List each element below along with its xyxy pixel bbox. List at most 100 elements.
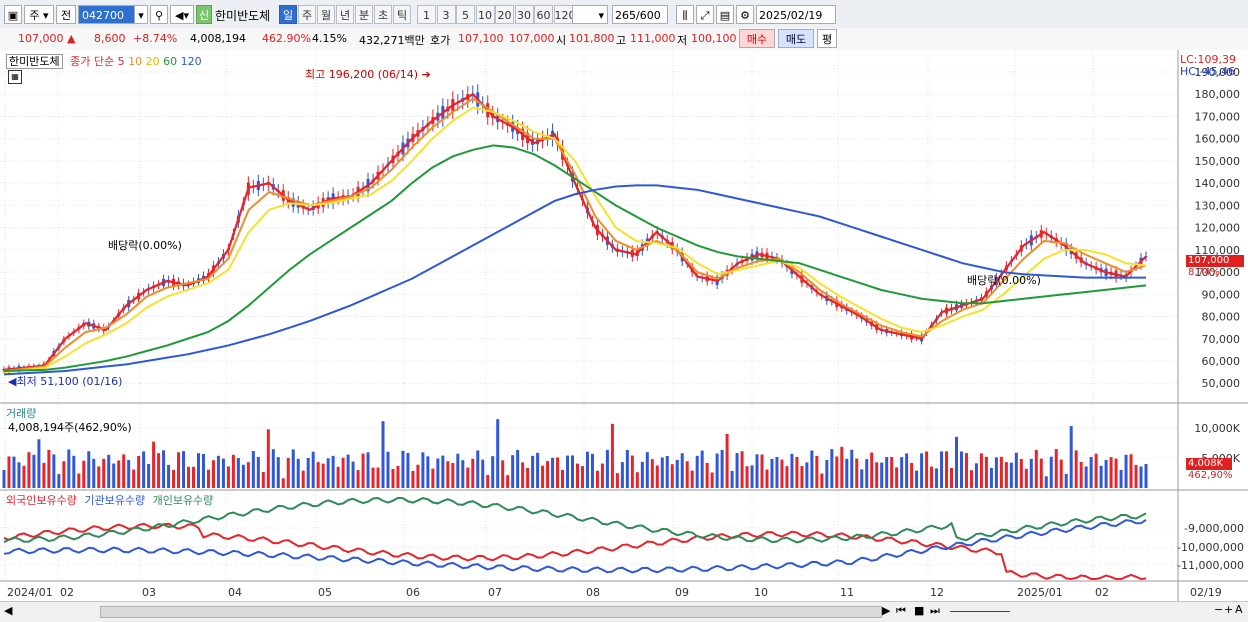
sell-button[interactable]: 매도: [778, 29, 814, 48]
count-button-30[interactable]: 30: [514, 5, 534, 24]
volume-bar: [655, 465, 659, 488]
y-tick-label: 90,000: [1202, 288, 1241, 301]
volume-bar: [600, 463, 604, 488]
period-tab-6[interactable]: 틱: [393, 5, 411, 24]
forward-icon[interactable]: ⏭: [930, 604, 940, 617]
x-tick-label: 08: [586, 586, 600, 599]
period-tab-5[interactable]: 초: [374, 5, 392, 24]
period-tab-1[interactable]: 주: [298, 5, 316, 24]
count-button-20[interactable]: 20: [495, 5, 514, 24]
volume-bar: [1129, 454, 1133, 488]
rewind-icon[interactable]: ⏮: [896, 604, 906, 617]
volume-bar: [321, 463, 325, 488]
volume-bar: [476, 450, 480, 488]
chart-canvas[interactable]: 190,000 180,000 170,000 160,000 150,000 140,0…: [0, 50, 1248, 621]
count-button-1[interactable]: 1: [417, 5, 436, 24]
ma-line-20: [3, 106, 1147, 374]
volume-bar: [580, 466, 584, 488]
quote-volume: 4,008,194: [190, 32, 246, 45]
period-tab-3[interactable]: 년: [336, 5, 354, 24]
volume-bar: [356, 470, 360, 488]
institution-legend: 기관보유수량: [84, 494, 146, 507]
flat-button[interactable]: 평: [817, 29, 837, 48]
zoom-in-icon[interactable]: +: [1224, 603, 1234, 616]
volume-bar: [740, 451, 744, 488]
volume-bar: [625, 449, 629, 488]
code-prefix-button[interactable]: 주 ▾: [24, 5, 54, 24]
count-button-10[interactable]: 10: [475, 5, 495, 24]
range-input[interactable]: 265/600: [612, 5, 668, 24]
quote-change-pct: +8.74%: [133, 32, 178, 45]
volume-bar: [959, 451, 963, 488]
volume-bar: [571, 455, 575, 488]
count-button-60[interactable]: 60: [534, 5, 553, 24]
scroll-thumb[interactable]: [100, 606, 882, 618]
sound-icon[interactable]: ◀▾: [170, 5, 194, 24]
date-input[interactable]: 2025/02/19: [756, 5, 836, 24]
y-tick-label: 140,000: [1195, 177, 1241, 190]
price-pct-badge: 8.74%: [1188, 267, 1220, 278]
auto-icon[interactable]: A: [1235, 603, 1243, 616]
volume-bar: [42, 462, 46, 488]
zoom-slider[interactable]: [950, 611, 1010, 612]
draw-tool-icon[interactable]: ⤢: [696, 5, 714, 24]
volume-bar: [930, 466, 934, 488]
volume-bar: [954, 436, 958, 488]
x-tick-label: 03: [142, 586, 156, 599]
count-button-120[interactable]: 120: [553, 5, 576, 24]
volume-bar: [416, 464, 420, 488]
quote-open: 101,800: [569, 32, 615, 45]
buy-button[interactable]: 매수: [739, 29, 775, 48]
play-icon[interactable]: ▶: [882, 604, 891, 617]
volume-bar: [187, 466, 191, 488]
volume-bar: [1104, 459, 1108, 488]
gear-icon[interactable]: ⚙: [736, 5, 754, 24]
volume-bar: [1049, 456, 1053, 488]
volume-bar: [1084, 466, 1088, 488]
low-annotation: ◀최저 51,100 (01/16): [8, 375, 123, 388]
zoom-out-icon[interactable]: −: [1214, 603, 1224, 616]
holder-line-2: [3, 496, 1147, 544]
volume-bar: [396, 465, 400, 488]
code-dropdown-icon[interactable]: ▾: [134, 5, 148, 24]
period-tab-0[interactable]: 일: [279, 5, 297, 24]
candle-type-icon[interactable]: ⫼: [676, 5, 694, 24]
volume-bar: [336, 466, 340, 488]
count-dropdown[interactable]: ▾: [572, 5, 608, 24]
volume-bar: [167, 464, 171, 488]
period-tab-2[interactable]: 월: [317, 5, 335, 24]
y-tick-label: 70,000: [1202, 333, 1241, 346]
volume-bar: [192, 466, 196, 488]
volume-bar: [680, 453, 684, 488]
chart-scrollbar[interactable]: ◀ ▶ ⏮ ■ ⏭ − + A: [0, 601, 1248, 622]
volume-bar: [2, 470, 6, 488]
count-button-5[interactable]: 5: [456, 5, 475, 24]
scroll-left-icon[interactable]: ◀: [4, 604, 13, 617]
period-tab-4[interactable]: 분: [355, 5, 373, 24]
volume-bar: [994, 457, 998, 488]
layout-icon[interactable]: ▣: [4, 5, 22, 24]
prev-button[interactable]: 전: [56, 5, 76, 24]
volume-bar: [112, 463, 116, 488]
volume-bar: [411, 470, 415, 488]
volume-bar: [735, 453, 739, 488]
volume-bar: [501, 460, 505, 488]
volume-bar: [531, 455, 535, 488]
volume-bar: [506, 475, 510, 488]
grid-toggle-icon[interactable]: ▦: [8, 70, 22, 84]
stop-icon[interactable]: ■: [914, 604, 925, 617]
stock-code-input[interactable]: 042700: [78, 5, 146, 24]
volume-bar: [107, 454, 111, 488]
volume-bar: [196, 453, 200, 488]
x-tick-label: 06: [406, 586, 420, 599]
search-icon[interactable]: ⚲: [150, 5, 168, 24]
volume-bar: [241, 464, 245, 488]
save-icon[interactable]: ▤: [716, 5, 734, 24]
volume-bar: [162, 450, 166, 488]
dividend-annotation-1: 배당락(0.00%): [108, 239, 182, 252]
volume-tick-label: 10,000K: [1194, 422, 1240, 435]
ma-subtitle: 종가 단순: [70, 55, 115, 68]
count-button-3[interactable]: 3: [436, 5, 456, 24]
volume-bar: [935, 468, 939, 488]
volume-bar: [97, 466, 101, 488]
